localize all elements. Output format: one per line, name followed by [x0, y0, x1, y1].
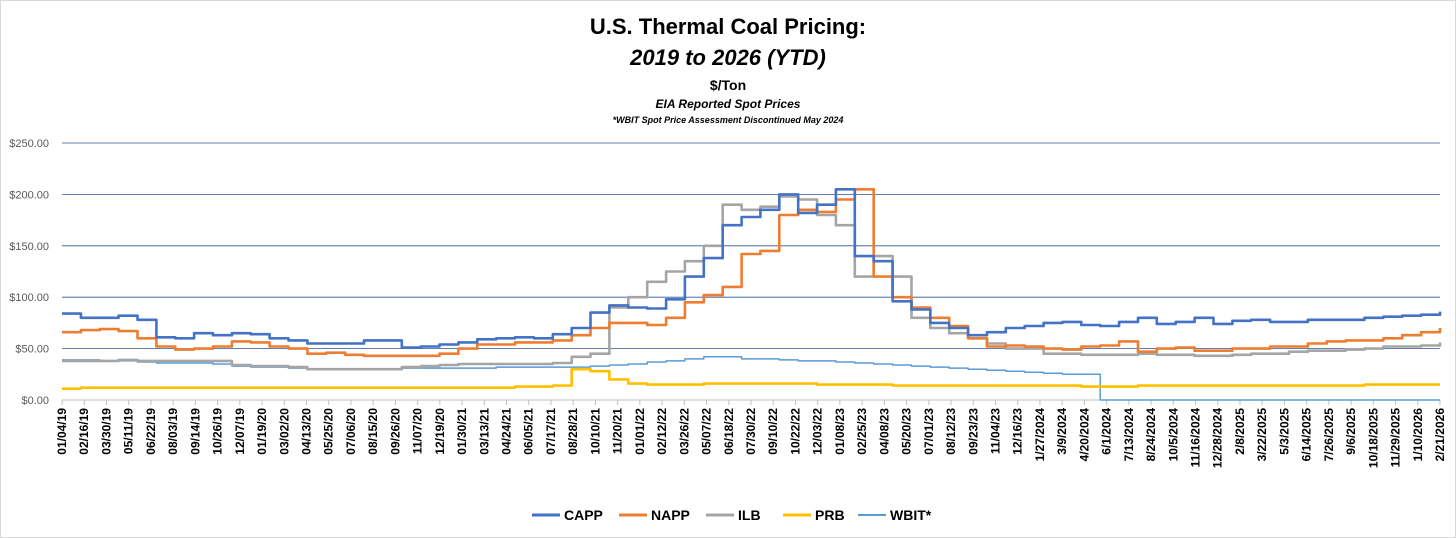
legend-label: PRB [815, 507, 845, 523]
x-tick-label: 7/26/2025 [1322, 408, 1336, 462]
x-tick-label: 12/19/20 [433, 408, 447, 455]
unit-label: $/Ton [709, 77, 747, 93]
x-tick-label: 11/07/20 [411, 408, 425, 454]
x-tick-label: 08/12/23 [944, 408, 958, 455]
x-tick-label: 6/14/2025 [1300, 408, 1314, 462]
y-tick-label: $0.00 [21, 395, 49, 407]
legend-label: NAPP [651, 507, 690, 523]
y-tick-label: $250.00 [9, 138, 49, 150]
x-tick-label: 05/07/22 [700, 408, 714, 455]
x-tick-label: 07/17/21 [544, 408, 558, 455]
x-tick-label: 07/01/23 [922, 408, 936, 455]
x-tick-label: 05/11/19 [122, 408, 136, 454]
x-tick-label: 05/25/20 [322, 408, 336, 455]
x-tick-label: 1/10/2026 [1411, 408, 1425, 462]
x-tick-label: 4/20/2024 [1077, 408, 1091, 462]
y-tick-label: $100.00 [9, 292, 49, 304]
x-tick-label: 01/30/21 [455, 408, 469, 455]
x-tick-label: 08/03/19 [166, 408, 180, 455]
x-tick-label: 07/06/20 [344, 408, 358, 455]
y-tick-label: $50.00 [15, 344, 49, 356]
series-line-prb [62, 367, 1440, 390]
x-tick-label: 04/24/21 [500, 408, 514, 455]
x-tick-label: 11/04/23 [988, 408, 1002, 454]
x-tick-label: 12/07/19 [233, 408, 247, 455]
x-tick-label: 02/12/22 [655, 408, 669, 455]
x-tick-label: 03/02/20 [277, 408, 291, 455]
x-tick-label: 2/21/2026 [1433, 408, 1447, 462]
legend-label: WBIT* [890, 507, 932, 523]
x-tick-label: 01/01/22 [633, 408, 647, 455]
series-line-napp [62, 188, 1442, 358]
y-tick-label: $200.00 [9, 189, 49, 201]
x-tick-label: 11/20/21 [611, 408, 625, 454]
x-tick-label: 06/18/22 [722, 408, 736, 455]
x-tick-label: 9/6/2025 [1344, 408, 1358, 455]
x-tick-label: 09/10/22 [766, 408, 780, 455]
x-tick-label: 11/16/2024 [1189, 408, 1203, 468]
series-line-wbit [62, 356, 1440, 401]
x-tick-label: 06/22/19 [144, 408, 158, 455]
legend-label: CAPP [564, 507, 603, 523]
x-tick-label: 05/20/23 [900, 408, 914, 455]
x-tick-label: 01/19/20 [255, 408, 269, 455]
chart-title: U.S. Thermal Coal Pricing: [589, 14, 867, 39]
x-tick-label: 09/26/20 [388, 408, 402, 455]
x-tick-label: 12/28/2024 [1211, 408, 1225, 468]
x-tick-label: 10/22/22 [788, 408, 802, 455]
x-tick-label: 5/3/2025 [1277, 408, 1291, 455]
x-tick-label: 08/28/21 [566, 408, 580, 455]
x-tick-label: 12/03/22 [811, 408, 825, 455]
x-tick-label: 04/13/20 [299, 408, 313, 455]
x-tick-label: 6/1/2024 [1100, 408, 1114, 455]
x-tick-label: 8/24/2024 [1144, 408, 1158, 462]
x-tick-label: 2/8/2025 [1233, 408, 1247, 455]
legend-label: ILB [738, 507, 761, 523]
x-tick-label: 10/26/19 [211, 408, 225, 455]
x-tick-label: 04/08/23 [877, 408, 891, 455]
x-tick-label: 11/29/2025 [1389, 408, 1403, 468]
x-tick-label: 09/23/23 [966, 408, 980, 455]
x-tick-label: 7/13/2024 [1122, 408, 1136, 462]
x-tick-label: 1/27/2024 [1033, 408, 1047, 462]
source-note: EIA Reported Spot Prices [655, 97, 801, 111]
x-tick-label: 10/10/21 [588, 408, 602, 455]
series-line-capp [62, 188, 1442, 349]
x-tick-label: 07/30/22 [744, 408, 758, 455]
x-tick-label: 10/18/2025 [1366, 408, 1380, 468]
y-tick-label: $150.00 [9, 241, 49, 253]
x-tick-label: 01/04/19 [55, 408, 69, 455]
x-tick-label: 03/30/19 [99, 408, 113, 455]
x-tick-label: 02/25/23 [855, 408, 869, 455]
x-tick-label: 3/9/2024 [1055, 408, 1069, 455]
x-tick-label: 12/16/23 [1011, 408, 1025, 455]
footnote: *WBIT Spot Price Assessment Discontinued… [612, 115, 844, 125]
x-tick-label: 03/26/22 [677, 408, 691, 455]
x-tick-label: 06/05/21 [522, 408, 536, 455]
chart-subtitle: 2019 to 2026 (YTD) [630, 45, 826, 70]
x-tick-label: 08/15/20 [366, 408, 380, 455]
x-tick-label: 01/08/23 [833, 408, 847, 455]
x-tick-label: 3/22/2025 [1255, 408, 1269, 462]
x-tick-label: 09/14/19 [188, 408, 202, 455]
x-tick-label: 10/5/2024 [1166, 408, 1180, 462]
x-tick-label: 02/16/19 [77, 408, 91, 455]
x-tick-label: 03/13/21 [477, 408, 491, 455]
